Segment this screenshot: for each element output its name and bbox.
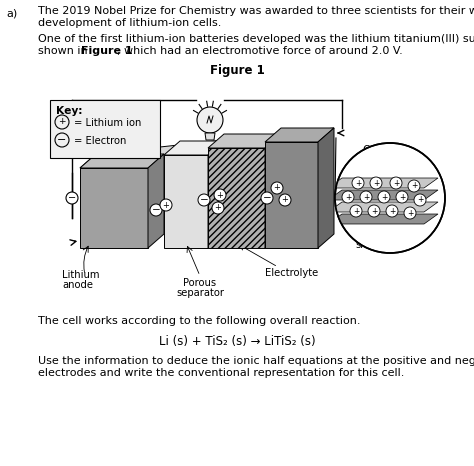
Polygon shape [318, 128, 334, 248]
Text: development of lithium-ion cells.: development of lithium-ion cells. [38, 18, 221, 28]
Text: +: + [282, 196, 289, 205]
Circle shape [214, 189, 226, 201]
Text: Electrolyte: Electrolyte [265, 268, 318, 278]
Circle shape [271, 182, 283, 194]
Polygon shape [208, 141, 224, 248]
Circle shape [198, 194, 210, 206]
Text: electrodes and write the conventional representation for this cell.: electrodes and write the conventional re… [38, 368, 404, 378]
Circle shape [160, 199, 172, 211]
Text: The cell works according to the following overall reaction.: The cell works according to the followin… [38, 316, 361, 326]
Text: The 2019 Nobel Prize for Chemistry was awarded to three scientists for their wor: The 2019 Nobel Prize for Chemistry was a… [38, 6, 474, 16]
Text: = Lithium ion: = Lithium ion [74, 118, 141, 128]
Text: = Electron: = Electron [74, 136, 127, 146]
Text: +: + [355, 178, 361, 187]
Text: +: + [345, 192, 351, 201]
Text: −: − [57, 135, 67, 145]
Polygon shape [80, 168, 148, 248]
Circle shape [279, 194, 291, 206]
Circle shape [66, 192, 78, 204]
Text: +: + [371, 206, 377, 215]
Text: +: + [163, 200, 169, 210]
Polygon shape [80, 128, 334, 168]
Polygon shape [328, 202, 438, 212]
Text: +: + [399, 192, 405, 201]
Text: a): a) [6, 8, 17, 18]
Text: Use the information to deduce the ionic half equations at the positive and negat: Use the information to deduce the ionic … [38, 356, 474, 366]
Circle shape [342, 191, 354, 203]
Circle shape [396, 191, 408, 203]
Polygon shape [208, 148, 265, 248]
Polygon shape [208, 134, 281, 148]
Text: +: + [58, 117, 66, 126]
Polygon shape [205, 133, 215, 140]
Text: +: + [363, 192, 369, 201]
Text: −: − [200, 195, 209, 205]
Text: −: − [152, 205, 160, 215]
FancyBboxPatch shape [50, 100, 160, 158]
Circle shape [368, 205, 380, 217]
Text: +: + [393, 178, 399, 187]
Text: +: + [381, 192, 387, 201]
Text: +: + [411, 181, 417, 191]
Circle shape [261, 192, 273, 204]
Circle shape [150, 204, 162, 216]
Text: Li (s) + TiS₂ (s) → LiTiS₂ (s): Li (s) + TiS₂ (s) → LiTiS₂ (s) [159, 335, 315, 348]
Text: Key:: Key: [56, 106, 82, 116]
Circle shape [378, 191, 390, 203]
Polygon shape [265, 142, 318, 248]
Circle shape [390, 177, 402, 189]
Text: Porous: Porous [183, 278, 217, 288]
Text: +: + [417, 196, 423, 205]
Polygon shape [80, 154, 164, 168]
Polygon shape [164, 155, 208, 248]
Polygon shape [328, 178, 438, 188]
Text: , which had an electromotive force of around 2.0 V.: , which had an electromotive force of ar… [117, 46, 403, 56]
Text: Figure 1: Figure 1 [81, 46, 133, 56]
Circle shape [386, 205, 398, 217]
Text: −: − [68, 193, 76, 203]
Polygon shape [265, 134, 281, 248]
Circle shape [212, 202, 224, 214]
Text: separator: separator [176, 288, 224, 298]
Polygon shape [328, 214, 438, 224]
Circle shape [408, 180, 420, 192]
Text: +: + [215, 204, 221, 212]
Text: sheets: sheets [355, 240, 388, 250]
Circle shape [335, 143, 445, 253]
Polygon shape [148, 154, 164, 248]
Circle shape [404, 207, 416, 219]
Text: One of the first lithium-ion batteries developed was the lithium titanium(III) s: One of the first lithium-ion batteries d… [38, 34, 474, 44]
Polygon shape [164, 141, 224, 155]
Text: +: + [217, 191, 223, 199]
Text: +: + [407, 208, 413, 218]
Text: −: − [263, 193, 272, 203]
Text: Lithium: Lithium [62, 270, 100, 280]
Circle shape [360, 191, 372, 203]
Text: anode: anode [62, 280, 93, 290]
Polygon shape [265, 128, 334, 142]
Text: +: + [273, 184, 281, 192]
Text: disulfide: disulfide [355, 230, 398, 240]
Text: Titanium(III): Titanium(III) [355, 220, 415, 230]
Text: +: + [389, 206, 395, 215]
Circle shape [352, 177, 364, 189]
Polygon shape [328, 190, 438, 200]
Text: shown in: shown in [38, 46, 91, 56]
Text: Cathode: Cathode [362, 145, 406, 155]
Circle shape [414, 194, 426, 206]
Text: +: + [353, 206, 359, 215]
Circle shape [350, 205, 362, 217]
Text: Figure 1: Figure 1 [210, 64, 264, 77]
Text: +: + [373, 178, 379, 187]
Circle shape [197, 107, 223, 133]
Circle shape [370, 177, 382, 189]
